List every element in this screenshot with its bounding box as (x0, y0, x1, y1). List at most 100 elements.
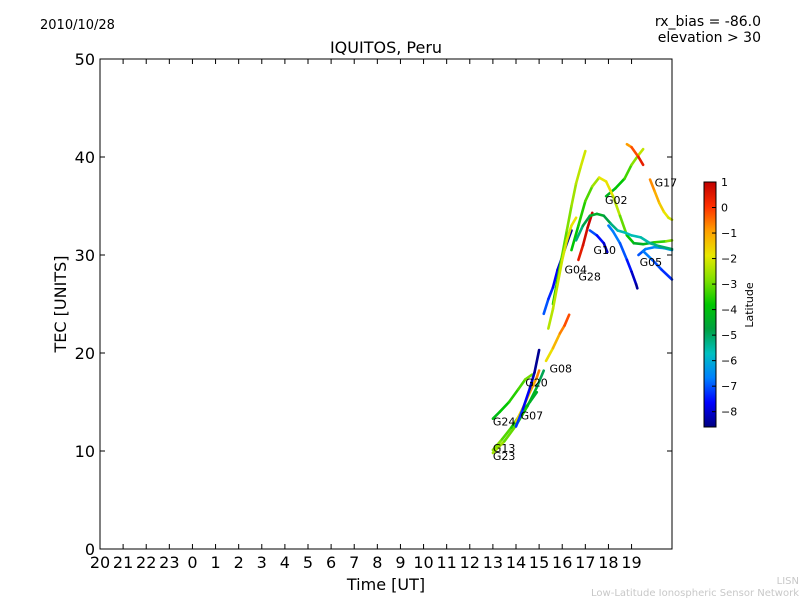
colorbar-tick-label: −5 (721, 329, 737, 342)
series-segment (595, 234, 606, 245)
colorbar-tick-label: −2 (721, 253, 737, 266)
series-segment (588, 229, 599, 237)
y-tick-label: 50 (75, 50, 95, 69)
y-tick-label: 40 (75, 148, 95, 167)
series-track (547, 216, 578, 330)
series-segment (551, 283, 559, 311)
series-segment (521, 386, 532, 411)
series-segment (651, 258, 663, 272)
series-segment (544, 346, 555, 363)
series-segment (637, 155, 645, 167)
series-g08 (544, 313, 571, 363)
y-tick-label: 20 (75, 344, 95, 363)
sat-label-g20: G20 (525, 376, 548, 389)
series-segment (498, 400, 511, 414)
series-segment (560, 239, 569, 262)
x-tick-label: 20 (90, 553, 110, 572)
series-segment (597, 176, 608, 183)
series-segment (500, 426, 513, 441)
series-segment (503, 424, 518, 443)
series-segment (634, 283, 639, 290)
series-segment (657, 201, 666, 214)
series-segment (648, 178, 656, 193)
x-tick-label: 8 (372, 553, 382, 572)
series-segment (604, 180, 615, 198)
x-tick-label: 0 (187, 553, 197, 572)
series-segment (491, 439, 506, 455)
series-g10 (588, 229, 609, 254)
series-segment (542, 297, 550, 316)
plot-frame (99, 58, 673, 550)
colorbar-title: Latitude (743, 282, 756, 328)
chart-title: IQUITOS, Peru (329, 38, 443, 57)
series-segment (523, 373, 534, 381)
x-tick-label: 6 (326, 553, 336, 572)
series-segment (581, 226, 589, 247)
series-segment (590, 176, 601, 188)
series-segment (507, 387, 520, 404)
x-tick-label: 17 (575, 553, 595, 572)
series-segment (528, 376, 539, 394)
sat-label-g08: G08 (550, 363, 573, 376)
date-label: 2010/10/28 (40, 18, 115, 33)
series-segment (581, 214, 592, 227)
series-track (641, 249, 674, 281)
x-tick-label: 16 (552, 553, 572, 572)
series-track (574, 212, 674, 251)
series-segment (579, 149, 587, 169)
series-g20 (514, 348, 541, 428)
series-segment (653, 190, 661, 205)
x-tick-label: 21 (113, 553, 133, 572)
series-segment (551, 268, 559, 289)
series-segment (535, 369, 546, 389)
series-segment (630, 270, 638, 286)
y-tick-label: 30 (75, 246, 95, 265)
rx-bias-label: rx_bias = -86.0 (654, 14, 761, 30)
series-segment (625, 258, 633, 273)
colorbar-tick-label: 1 (721, 176, 728, 189)
x-tick-label: 12 (460, 553, 480, 572)
sat-label-g10: G10 (593, 244, 616, 257)
series-segment (491, 437, 504, 452)
series-segment (570, 216, 578, 227)
x-tick-label: 10 (413, 553, 433, 572)
sat-label-g28: G28 (578, 271, 601, 284)
colorbar-tick-label: −7 (721, 380, 737, 393)
y-tick-label: 0 (85, 540, 95, 559)
x-tick-label: 3 (257, 553, 267, 572)
sat-label-g23: G23 (493, 450, 516, 463)
x-tick-label: 19 (621, 553, 641, 572)
series-segment (623, 163, 633, 180)
series-g24 (491, 373, 534, 420)
series-segment (535, 369, 541, 379)
series-segment (558, 324, 566, 335)
series-segment (533, 348, 541, 374)
x-tick-label: 13 (483, 553, 503, 572)
series-segment (611, 194, 622, 218)
series-segment (547, 286, 555, 301)
series-segment (551, 332, 562, 350)
y-axis-title: TEC [UNITS] (51, 256, 70, 354)
sat-label-g13: G13 (493, 442, 516, 455)
x-tick-label: 15 (529, 553, 549, 572)
series-segment (609, 222, 619, 232)
x-tick-label: 5 (303, 553, 313, 572)
series-segment (632, 241, 645, 246)
sat-label-g04: G04 (565, 264, 588, 277)
series-segment (637, 147, 645, 157)
x-tick-label: 7 (349, 553, 359, 572)
x-tick-label: 14 (506, 553, 526, 572)
series-segment (574, 165, 583, 185)
series-segment (565, 204, 573, 232)
series-segment (648, 241, 661, 248)
sat-label-g17: G17 (655, 176, 678, 189)
series-segment (526, 385, 539, 408)
series-segment (570, 224, 580, 252)
series-segment (602, 214, 613, 225)
x-tick-label: 2 (234, 553, 244, 572)
series-segment (560, 229, 569, 257)
series-segment (514, 407, 525, 428)
series-segment (602, 241, 609, 254)
colorbar-tick-label: −3 (721, 278, 737, 291)
